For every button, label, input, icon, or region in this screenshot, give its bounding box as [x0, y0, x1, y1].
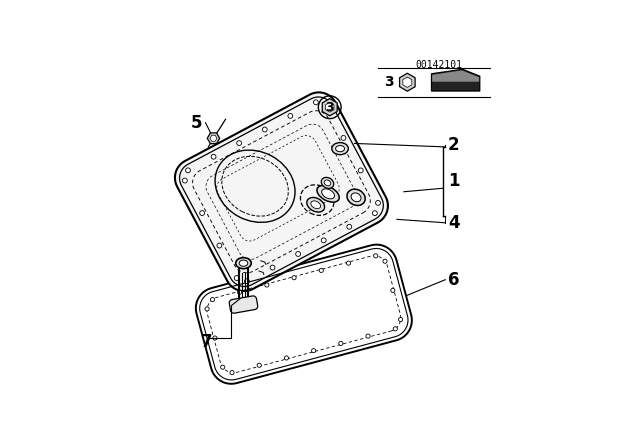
Text: 00142101: 00142101 [415, 60, 462, 70]
Polygon shape [323, 99, 337, 116]
Circle shape [339, 341, 343, 345]
Ellipse shape [322, 189, 335, 199]
Circle shape [346, 261, 351, 265]
Text: 6: 6 [448, 271, 460, 289]
Ellipse shape [351, 193, 361, 202]
Text: 3: 3 [384, 75, 394, 89]
Ellipse shape [236, 258, 252, 269]
Circle shape [312, 349, 316, 353]
Ellipse shape [321, 177, 334, 188]
Circle shape [292, 276, 296, 280]
Ellipse shape [335, 146, 344, 152]
Circle shape [237, 141, 241, 146]
Polygon shape [175, 92, 388, 291]
Circle shape [244, 279, 250, 284]
Circle shape [341, 135, 346, 140]
Circle shape [296, 252, 301, 256]
Ellipse shape [324, 180, 331, 186]
Circle shape [200, 211, 205, 215]
Circle shape [372, 211, 378, 215]
Circle shape [324, 103, 328, 108]
Circle shape [205, 307, 209, 311]
Circle shape [230, 370, 234, 375]
Circle shape [265, 283, 269, 287]
Circle shape [211, 154, 216, 159]
Text: 3: 3 [325, 101, 334, 114]
Circle shape [270, 265, 275, 270]
Ellipse shape [311, 201, 321, 209]
Circle shape [319, 268, 323, 272]
Circle shape [314, 100, 318, 105]
Polygon shape [399, 73, 415, 91]
Ellipse shape [347, 189, 365, 206]
Circle shape [374, 254, 378, 258]
Text: 4: 4 [448, 214, 460, 232]
Polygon shape [210, 135, 217, 141]
Ellipse shape [239, 260, 248, 266]
Circle shape [383, 259, 387, 263]
Circle shape [211, 297, 214, 302]
Ellipse shape [332, 142, 348, 155]
Text: 5: 5 [191, 114, 203, 132]
Circle shape [262, 127, 267, 132]
Ellipse shape [317, 185, 339, 202]
Circle shape [366, 334, 370, 338]
Circle shape [221, 365, 225, 369]
Circle shape [358, 168, 363, 173]
Circle shape [399, 318, 403, 322]
Circle shape [284, 356, 289, 360]
Text: 2: 2 [448, 136, 460, 154]
Polygon shape [403, 77, 412, 87]
Circle shape [321, 238, 326, 243]
Circle shape [376, 201, 380, 205]
Circle shape [213, 336, 217, 340]
Polygon shape [432, 70, 479, 82]
Circle shape [288, 113, 292, 118]
Polygon shape [431, 69, 480, 91]
Circle shape [237, 290, 242, 294]
Circle shape [391, 289, 395, 293]
Circle shape [182, 178, 188, 183]
Circle shape [234, 276, 239, 280]
Ellipse shape [307, 198, 324, 212]
Text: 7: 7 [201, 333, 212, 351]
Circle shape [217, 243, 222, 248]
Polygon shape [229, 296, 258, 313]
Circle shape [393, 327, 397, 331]
Polygon shape [326, 103, 334, 112]
Polygon shape [207, 133, 220, 144]
Circle shape [186, 168, 191, 173]
Text: 1: 1 [448, 172, 460, 190]
Circle shape [347, 224, 352, 229]
Polygon shape [196, 245, 412, 384]
Circle shape [257, 363, 261, 367]
